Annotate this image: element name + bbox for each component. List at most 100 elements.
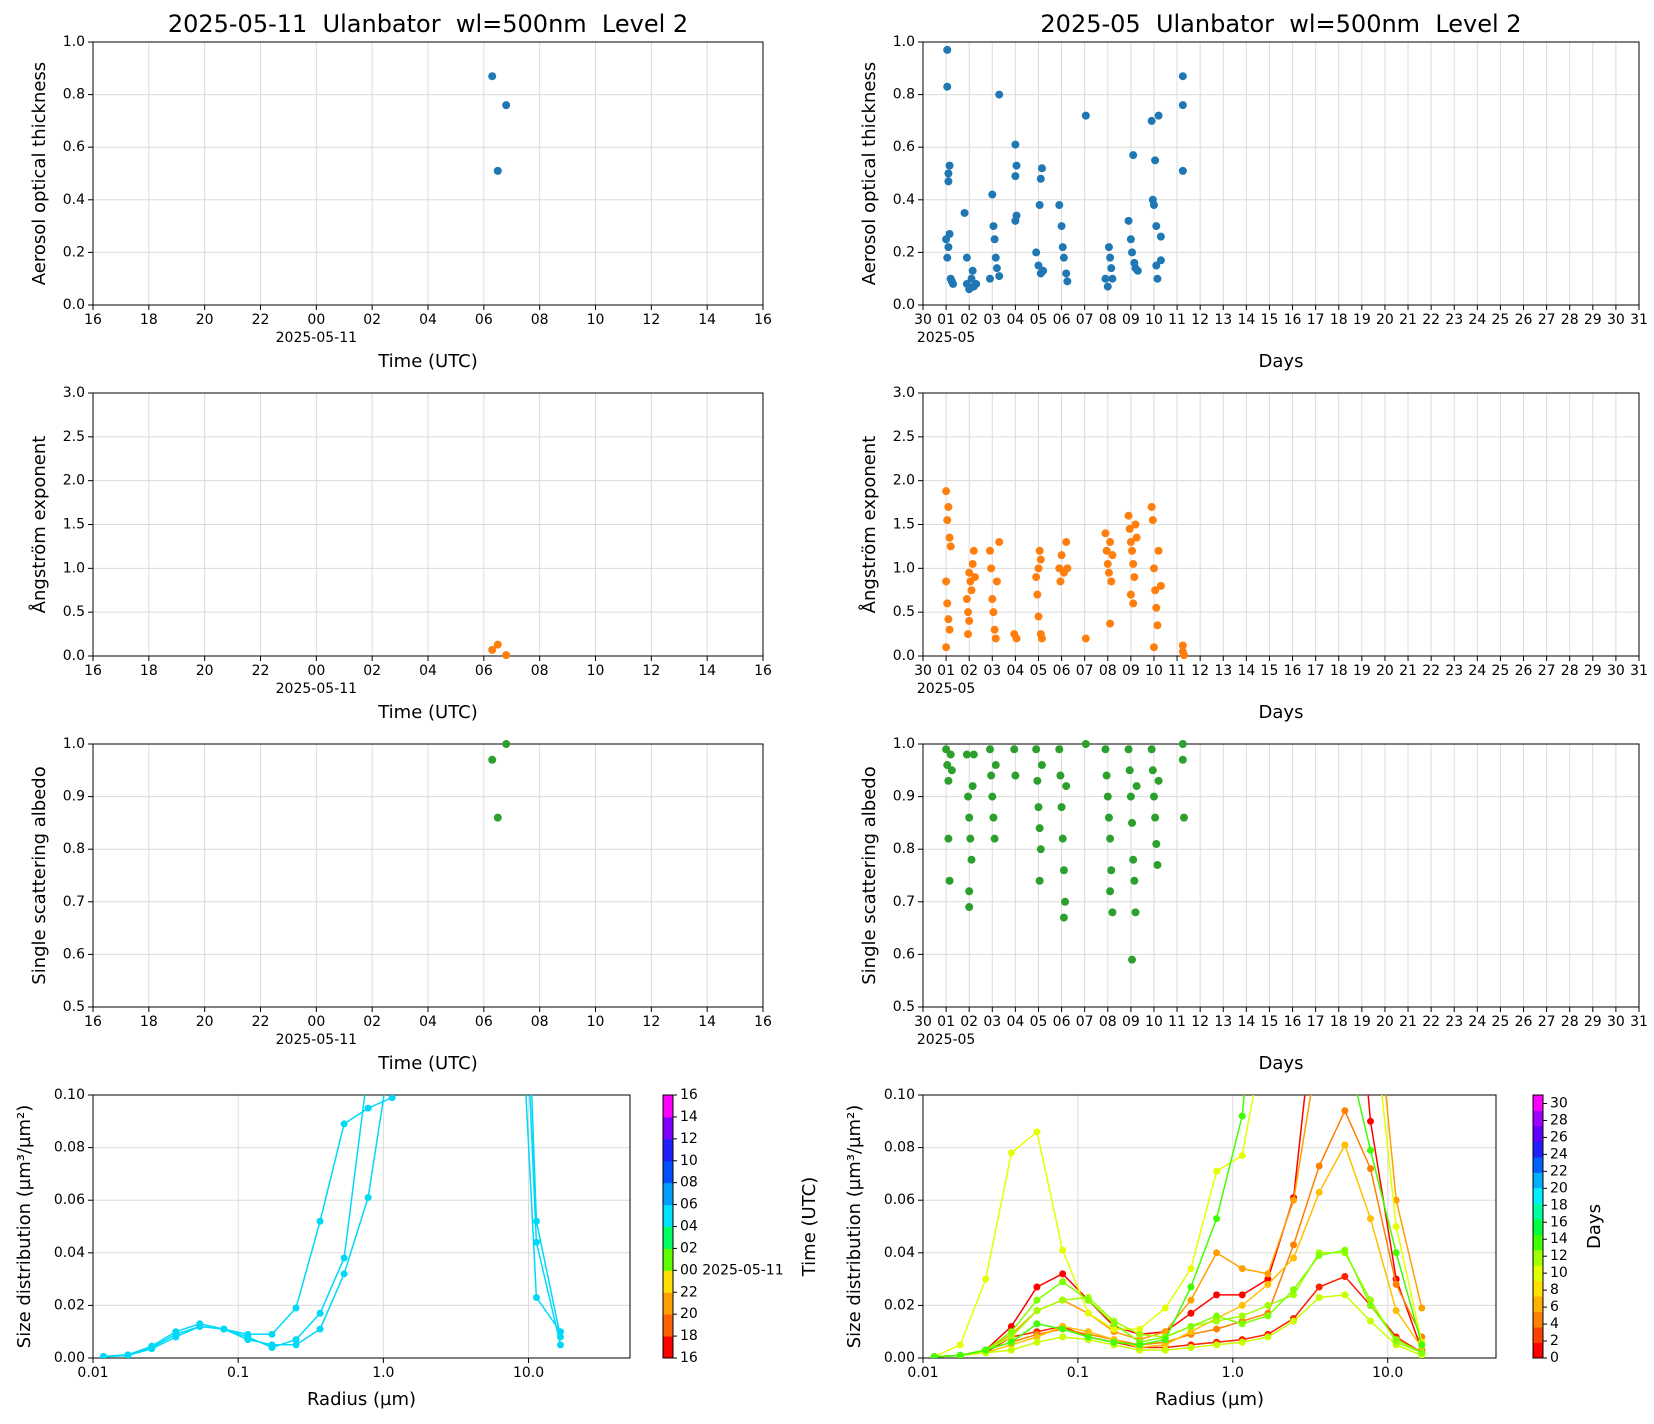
- x-tick-label: 09: [1122, 1014, 1140, 1030]
- size-point: [1136, 1346, 1144, 1354]
- x-tick-label: 12: [642, 663, 660, 679]
- y-tick-label: 0.8: [63, 87, 85, 103]
- point: [488, 755, 497, 764]
- y-axis-label: Aerosol optical thickness: [859, 62, 880, 285]
- point: [1149, 643, 1158, 652]
- size-point: [509, 697, 516, 704]
- point: [1033, 590, 1042, 599]
- size-point: [1418, 1341, 1426, 1349]
- x-tick-label: 13: [1214, 312, 1232, 328]
- colorbar-band: [663, 1270, 673, 1293]
- point: [1011, 172, 1020, 181]
- size-point: [956, 1341, 964, 1349]
- x-tick-label: 28: [1561, 663, 1579, 679]
- size-point: [316, 1309, 324, 1317]
- x-tick-label: 19: [1353, 312, 1371, 328]
- x-tick-label: 17: [1307, 312, 1325, 328]
- size-line: [103, 1095, 562, 1358]
- point: [1104, 243, 1113, 252]
- x-tick-label: 01: [937, 1014, 955, 1030]
- y-tick-label: 0.5: [893, 604, 915, 620]
- size-point: [1392, 1280, 1400, 1288]
- point: [962, 595, 971, 604]
- x-tick-label: 0.01: [77, 1365, 108, 1381]
- point: [985, 274, 994, 283]
- size-point: [1161, 1336, 1169, 1344]
- point: [1103, 792, 1112, 801]
- x-tick-label: 21: [1399, 1014, 1417, 1030]
- plot-frame: [92, 41, 764, 306]
- size-point: [1213, 1312, 1221, 1320]
- x-tick-label: 02: [363, 312, 381, 328]
- x-tick-label: 01: [937, 663, 955, 679]
- point: [1039, 266, 1048, 275]
- plot-frame: [92, 1094, 631, 1359]
- size-point: [1136, 1341, 1144, 1349]
- point: [1128, 818, 1137, 827]
- size-line: [934, 1095, 1423, 1358]
- size-point: [1187, 1265, 1195, 1273]
- y-tick-label: 0.0: [893, 297, 915, 313]
- colorbar-band: [1533, 1265, 1543, 1282]
- x-tick-label: 0.01: [907, 1365, 938, 1381]
- x-tick-label: 25: [1492, 1014, 1510, 1030]
- size-point: [1264, 1301, 1272, 1309]
- point: [1151, 156, 1160, 165]
- point: [991, 634, 1000, 643]
- size-point: [1059, 1325, 1067, 1333]
- point: [1011, 771, 1020, 780]
- x-tick-label: 31: [1630, 663, 1648, 679]
- x-tick-label: 03: [983, 663, 1001, 679]
- colorbar-band: [663, 1182, 673, 1206]
- colorbar-band: [663, 1292, 673, 1315]
- y-tick-label: 2.0: [63, 473, 85, 489]
- size-point: [1213, 1215, 1221, 1223]
- x-tick-label: 08: [1099, 1014, 1117, 1030]
- size-point: [1341, 829, 1348, 836]
- size-point: [509, 829, 516, 836]
- panel: 0.0 0.2 0.4 0.6 0.8 1.0 30 01 02 03 04 05 06 07 08 09 10…: [859, 10, 1648, 372]
- point: [1104, 568, 1113, 577]
- x-tick-label: 27: [1538, 312, 1556, 328]
- y-tick-label: 0.8: [893, 841, 915, 857]
- point: [944, 169, 953, 178]
- x-tick-label: 15: [1261, 1014, 1279, 1030]
- size-point: [364, 1104, 372, 1112]
- point: [1154, 776, 1163, 785]
- size-point: [292, 1336, 300, 1344]
- size-point: [532, 1217, 540, 1225]
- point: [1032, 745, 1041, 754]
- x-tick-label: 16: [1284, 663, 1302, 679]
- size-point: [1033, 1333, 1041, 1341]
- point: [1058, 834, 1067, 843]
- size-point: [1084, 1309, 1092, 1317]
- x-tick-label: 23: [1445, 663, 1463, 679]
- x-tick-label: 14: [698, 1014, 716, 1030]
- size-point: [148, 1342, 156, 1350]
- size-point: [1033, 1128, 1041, 1136]
- x-tick-label: 16: [84, 312, 102, 328]
- size-point: [1007, 1333, 1015, 1341]
- colorbar-band: [663, 1204, 673, 1227]
- size-line: [934, 1143, 1423, 1358]
- size-point: [532, 1238, 540, 1246]
- point: [1032, 248, 1041, 257]
- point: [969, 750, 978, 759]
- point: [1081, 111, 1090, 120]
- size-point: [196, 1320, 204, 1328]
- size-point: [124, 1351, 132, 1358]
- point: [1057, 222, 1066, 231]
- x-tick-label: 00: [307, 1014, 325, 1030]
- point: [990, 625, 999, 634]
- size-point: [1316, 1039, 1323, 1046]
- point: [1106, 834, 1115, 843]
- size-point: [1392, 1336, 1400, 1344]
- x-tick-label: 18: [140, 1014, 158, 1030]
- point: [1131, 908, 1140, 917]
- colorbar-tick-label: 10: [680, 1153, 698, 1169]
- x-tick-label: 19: [1353, 663, 1371, 679]
- size-point: [1418, 1349, 1426, 1357]
- x-tick-label: 07: [1076, 663, 1094, 679]
- point: [1062, 269, 1071, 278]
